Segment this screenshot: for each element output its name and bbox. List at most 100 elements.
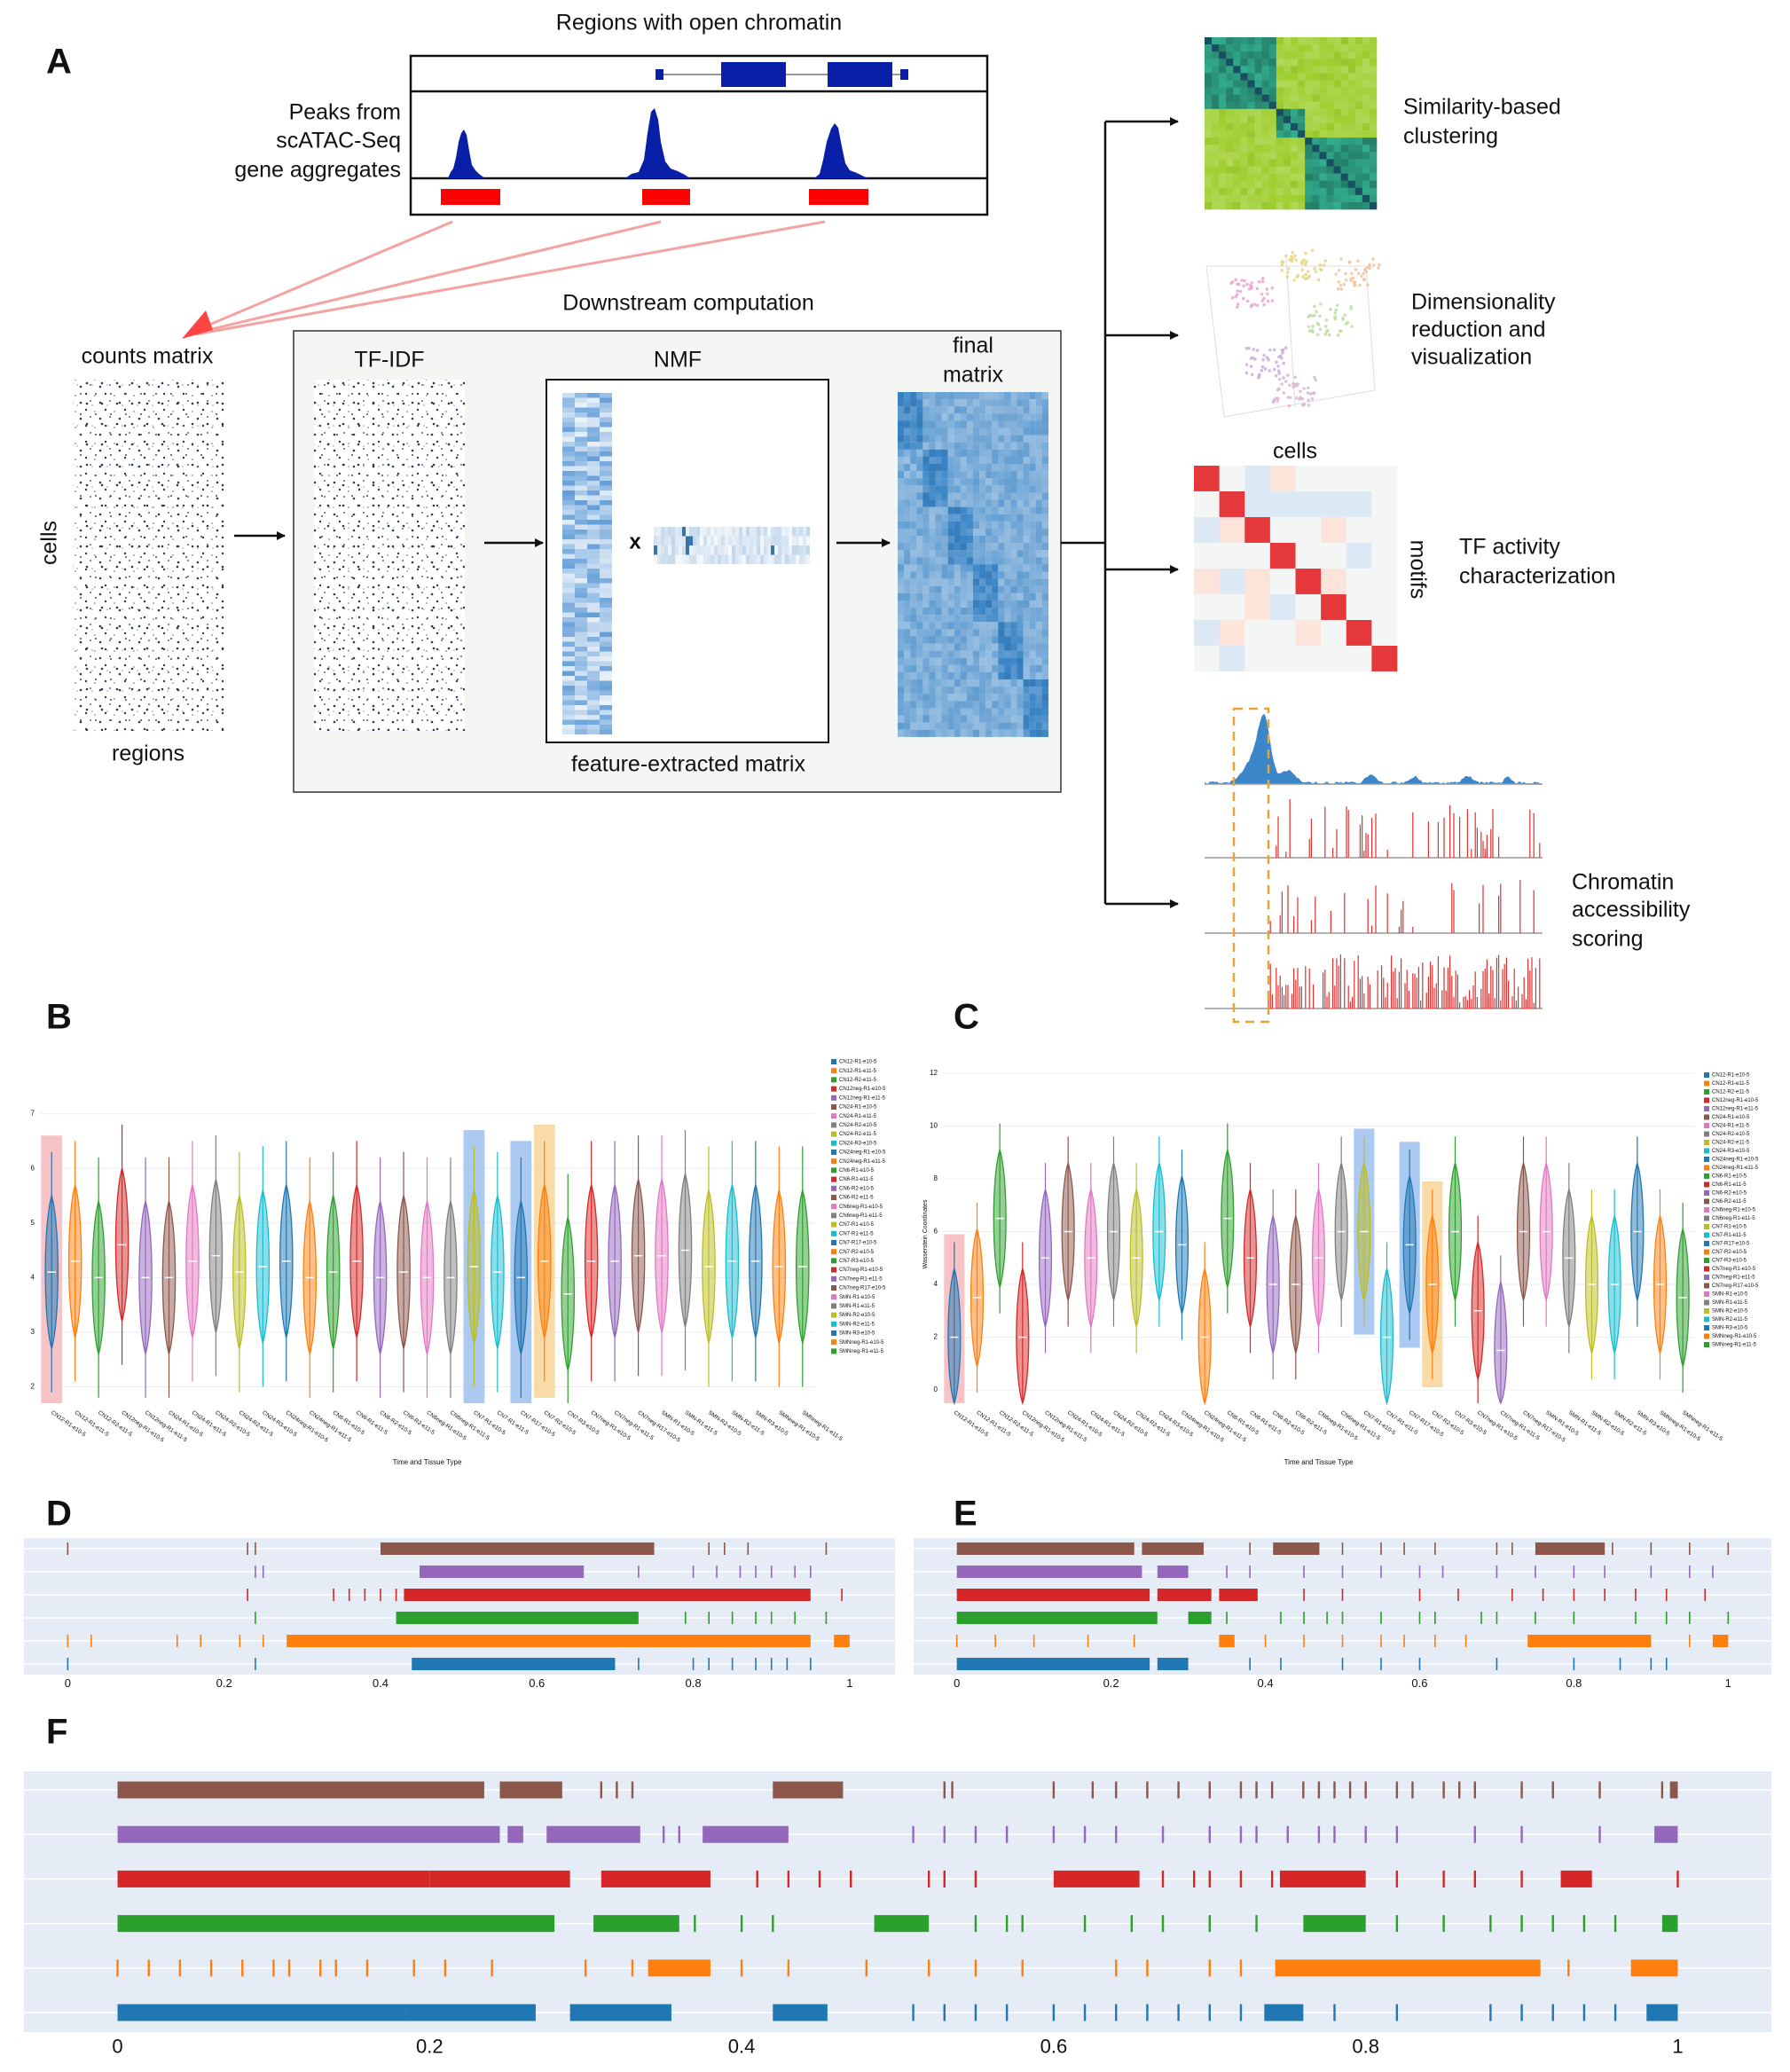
cell [575,641,587,648]
cell [600,495,612,501]
legend-swatch [831,1104,836,1110]
cell [960,392,967,400]
event-tick [1489,2004,1492,2021]
cell [587,412,600,418]
cell [575,510,587,515]
cell [979,687,986,695]
point [1277,355,1281,359]
cell [1029,550,1036,558]
cell [1319,137,1327,145]
cell [1226,166,1234,174]
legend-swatch [1704,1215,1709,1221]
cell [1298,66,1306,74]
cell [954,687,961,695]
point [1353,284,1356,287]
cell [966,593,974,600]
cell [954,536,961,544]
cell [922,499,930,507]
cell [1240,59,1248,67]
point [1257,374,1261,378]
cell [910,528,917,537]
cell [985,492,993,500]
point [1267,357,1270,362]
cell [600,598,612,603]
cell [1319,173,1327,181]
cell [992,543,999,551]
cell [1319,59,1327,67]
cell [1041,471,1049,479]
cell [600,500,612,506]
x-tick-label: 0.4 [373,1676,389,1690]
cell [985,600,993,608]
cell [1321,594,1347,620]
cell [985,671,993,680]
cell [1326,37,1334,45]
cell [929,478,936,486]
legend-swatch [831,1285,836,1291]
cell [1347,159,1356,167]
cell [910,406,917,414]
cell [1010,564,1017,572]
cell [941,622,948,630]
x-tick-label: 0.2 [1103,1676,1119,1690]
cell [992,557,999,565]
cell [707,527,711,537]
cell [721,554,725,564]
cell [954,499,961,507]
cell [600,530,612,535]
cell [1205,194,1213,203]
point [1306,386,1310,390]
event-tick [200,1635,202,1647]
cell [998,485,1005,493]
cell [1041,442,1049,450]
cell [922,564,930,572]
point [1276,396,1280,400]
cell [1219,152,1227,160]
cell [954,406,961,414]
cell [1004,671,1011,680]
cell [562,563,575,569]
event-span [1264,2004,1304,2021]
cell [972,571,980,579]
event-span [703,1825,789,1843]
cell [922,435,930,443]
cell [1212,166,1220,174]
cell [1298,173,1306,181]
cell [960,428,967,436]
cell [898,636,905,644]
cell [910,471,917,479]
cell [575,569,587,574]
cell [1354,159,1363,167]
cell [1010,715,1017,723]
cell [1017,442,1024,450]
cell [941,643,948,651]
cell [1268,123,1277,131]
cell [929,608,936,616]
event-span [117,1825,500,1843]
cell [916,608,923,616]
event-tick [1598,1825,1601,1843]
point [1323,332,1328,336]
cell [1017,643,1024,651]
event-span [1535,1542,1606,1555]
cell [1305,80,1313,88]
cell [587,578,600,584]
cell [1240,194,1248,203]
point [1346,320,1350,325]
cell [1291,201,1299,210]
cell [1305,37,1313,45]
cell [1240,123,1248,131]
cell [718,536,721,545]
cell [904,629,911,637]
cell [954,585,961,593]
legend-swatch [1704,1198,1709,1205]
cell [760,527,764,537]
cell [1369,173,1378,181]
legend-label: CN7-R17-e10-5 [839,1241,877,1246]
cell [916,650,923,658]
event-span [1712,1635,1729,1647]
cell [1321,543,1347,569]
cell [562,588,575,593]
cell [972,442,980,450]
cell [935,514,942,522]
